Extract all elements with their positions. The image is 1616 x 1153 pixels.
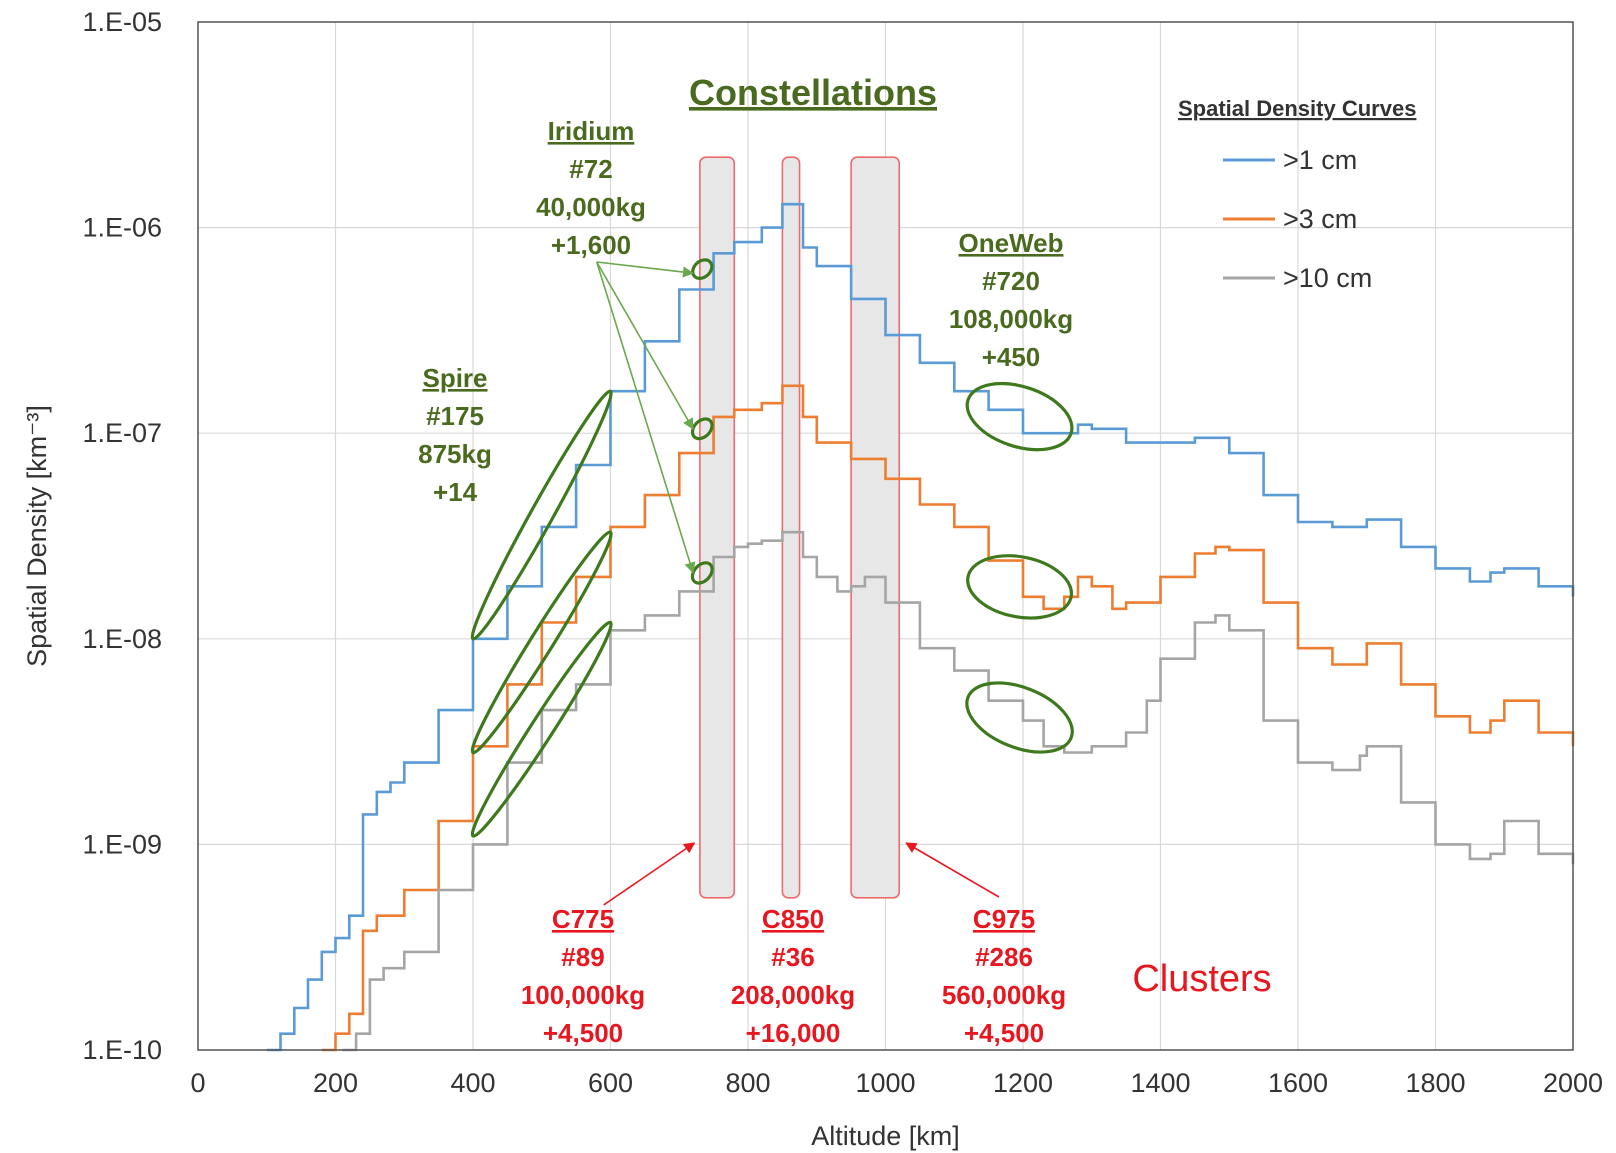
cluster-name: C975 — [973, 904, 1035, 934]
oneweb-detail: +450 — [982, 342, 1041, 372]
constellation-ellipses — [470, 258, 1074, 838]
oneweb-ellipse — [965, 381, 1074, 452]
annotation-arrows — [595, 261, 1000, 906]
spire-ellipse — [470, 389, 613, 641]
x-tick-label: 1400 — [1130, 1068, 1190, 1098]
cluster-arrow — [905, 842, 1000, 898]
constellations-title: Constellations — [689, 72, 937, 113]
cluster-detail: 560,000kg — [942, 980, 1066, 1010]
oneweb-name: OneWeb — [959, 228, 1064, 258]
spire-detail: 875kg — [418, 439, 492, 469]
legend-entry: >10 cm — [1283, 263, 1372, 293]
cluster-arrow — [603, 842, 696, 906]
cluster-detail: 100,000kg — [521, 980, 645, 1010]
x-tick-label: 2000 — [1543, 1068, 1603, 1098]
iridium-detail: 40,000kg — [536, 192, 646, 222]
cluster-band — [850, 156, 901, 899]
legend-entry: >3 cm — [1283, 204, 1357, 234]
x-tick-label: 1200 — [993, 1068, 1053, 1098]
iridium-ellipse — [691, 258, 714, 281]
cluster-name: C850 — [762, 904, 824, 934]
cluster-band — [781, 156, 801, 899]
cluster-detail: #89 — [561, 942, 604, 972]
iridium-name: Iridium — [548, 116, 635, 146]
y-tick-label: 1.E-10 — [82, 1035, 162, 1065]
tick-labels: 0 200 400 600 800 1000 1200 1400 1600 1800 2000 1.E… — [82, 7, 1603, 1098]
iridium-detail: #72 — [569, 154, 612, 184]
y-tick-label: 1.E-05 — [82, 7, 162, 37]
x-tick-label: 1600 — [1268, 1068, 1328, 1098]
annotations: Constellations Iridium #72 40,000kg +1,600 Sp… — [418, 72, 1272, 1048]
iridium-detail: +1,600 — [551, 230, 631, 260]
legend: Spatial Density Curves >1 cm >3 cm >10 cm — [1178, 96, 1416, 293]
y-tick-label: 1.E-07 — [82, 418, 162, 448]
iridium-arrow — [596, 261, 694, 430]
x-tick-label: 400 — [450, 1068, 495, 1098]
spire-name: Spire — [422, 363, 487, 393]
oneweb-ellipse — [965, 681, 1074, 754]
cluster-detail: +4,500 — [964, 1018, 1044, 1048]
spire-ellipse — [470, 620, 613, 838]
series-line — [342, 530, 1575, 1052]
legend-entry: >1 cm — [1283, 145, 1357, 175]
x-tick-label: 1800 — [1405, 1068, 1465, 1098]
cluster-bands — [699, 156, 901, 899]
clusters-title: Clusters — [1132, 958, 1271, 1000]
cluster-name: C775 — [552, 904, 614, 934]
spire-ellipse — [470, 530, 613, 755]
x-tick-label: 1000 — [855, 1068, 915, 1098]
y-axis-label: Spatial Density [km⁻³] — [22, 405, 52, 667]
cluster-detail: +16,000 — [746, 1018, 841, 1048]
iridium-ellipse — [690, 561, 714, 585]
y-tick-label: 1.E-06 — [82, 213, 162, 243]
series-line — [321, 384, 1575, 1052]
cluster-detail: +4,500 — [543, 1018, 623, 1048]
y-tick-label: 1.E-08 — [82, 624, 162, 654]
series-lines — [266, 202, 1575, 1052]
x-tick-label: 0 — [190, 1068, 205, 1098]
oneweb-detail: 108,000kg — [949, 304, 1073, 334]
cluster-detail: 208,000kg — [731, 980, 855, 1010]
legend-title: Spatial Density Curves — [1178, 96, 1416, 121]
oneweb-detail: #720 — [982, 266, 1040, 296]
x-tick-label: 800 — [725, 1068, 770, 1098]
cluster-detail: #286 — [975, 942, 1033, 972]
spire-detail: #175 — [426, 401, 484, 431]
x-tick-label: 600 — [588, 1068, 633, 1098]
x-tick-label: 200 — [313, 1068, 358, 1098]
cluster-band — [699, 156, 736, 899]
y-tick-label: 1.E-09 — [82, 829, 162, 859]
iridium-ellipse — [690, 417, 714, 441]
series-line — [266, 202, 1575, 1052]
plot-frame — [197, 21, 1574, 1051]
spire-detail: +14 — [433, 477, 478, 507]
iridium-arrow — [595, 261, 696, 574]
oneweb-ellipse — [966, 554, 1074, 620]
x-axis-label: Altitude [km] — [811, 1121, 960, 1151]
iridium-arrow — [596, 261, 695, 278]
cluster-detail: #36 — [771, 942, 814, 972]
